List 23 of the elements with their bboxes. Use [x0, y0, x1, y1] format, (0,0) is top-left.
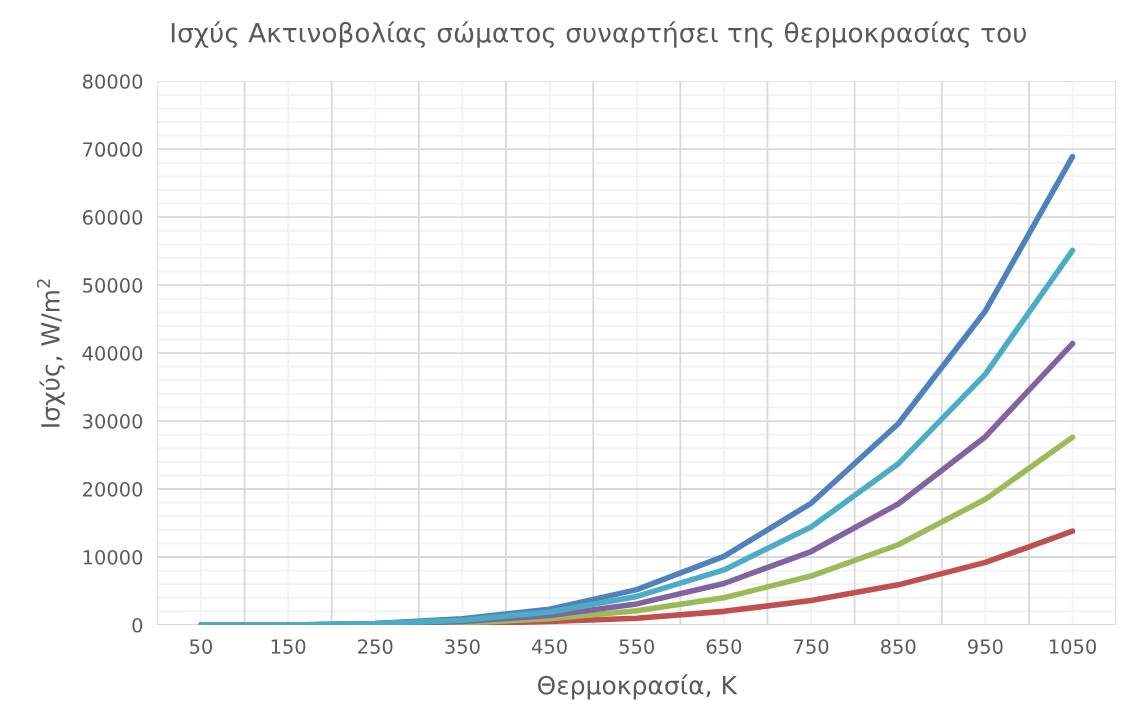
y-tick-label: 20000: [83, 481, 143, 497]
y-tick-label: 10000: [83, 549, 143, 565]
x-tick-label: 150: [271, 639, 306, 654]
x-tick-label: 950: [968, 639, 1003, 654]
y-axis-title: Ισχύς, W/m$^{2}$: [36, 279, 65, 427]
y-tick-label: 0: [132, 617, 143, 633]
y-tick-label: 40000: [82, 346, 143, 361]
x-tick-label: 250: [358, 639, 393, 654]
x-tick-label: 350: [445, 639, 480, 654]
y-tick-label: 30000: [83, 414, 143, 429]
x-tick-label: 1050: [1049, 639, 1096, 654]
x-tick-label: 850: [880, 639, 916, 654]
y-tick-label: 60000: [82, 210, 143, 225]
x-tick-label: 650: [706, 639, 742, 654]
y-tick-label: 80000: [82, 74, 143, 89]
x-axis-title: Θερμοκρασία, K: [537, 674, 738, 700]
chart-title: Ισχύς Ακτινοβολίας σώματος συναρτήσει της θερμοκρασίας του: [171, 21, 1026, 48]
x-tick-label: 450: [531, 639, 567, 654]
y-tick-label: 70000: [83, 142, 143, 157]
x-tick-label: 50: [190, 639, 213, 654]
x-tick-label: 550: [619, 639, 655, 654]
y-tick-label: 50000: [83, 278, 143, 293]
x-tick-label: 750: [794, 639, 829, 654]
